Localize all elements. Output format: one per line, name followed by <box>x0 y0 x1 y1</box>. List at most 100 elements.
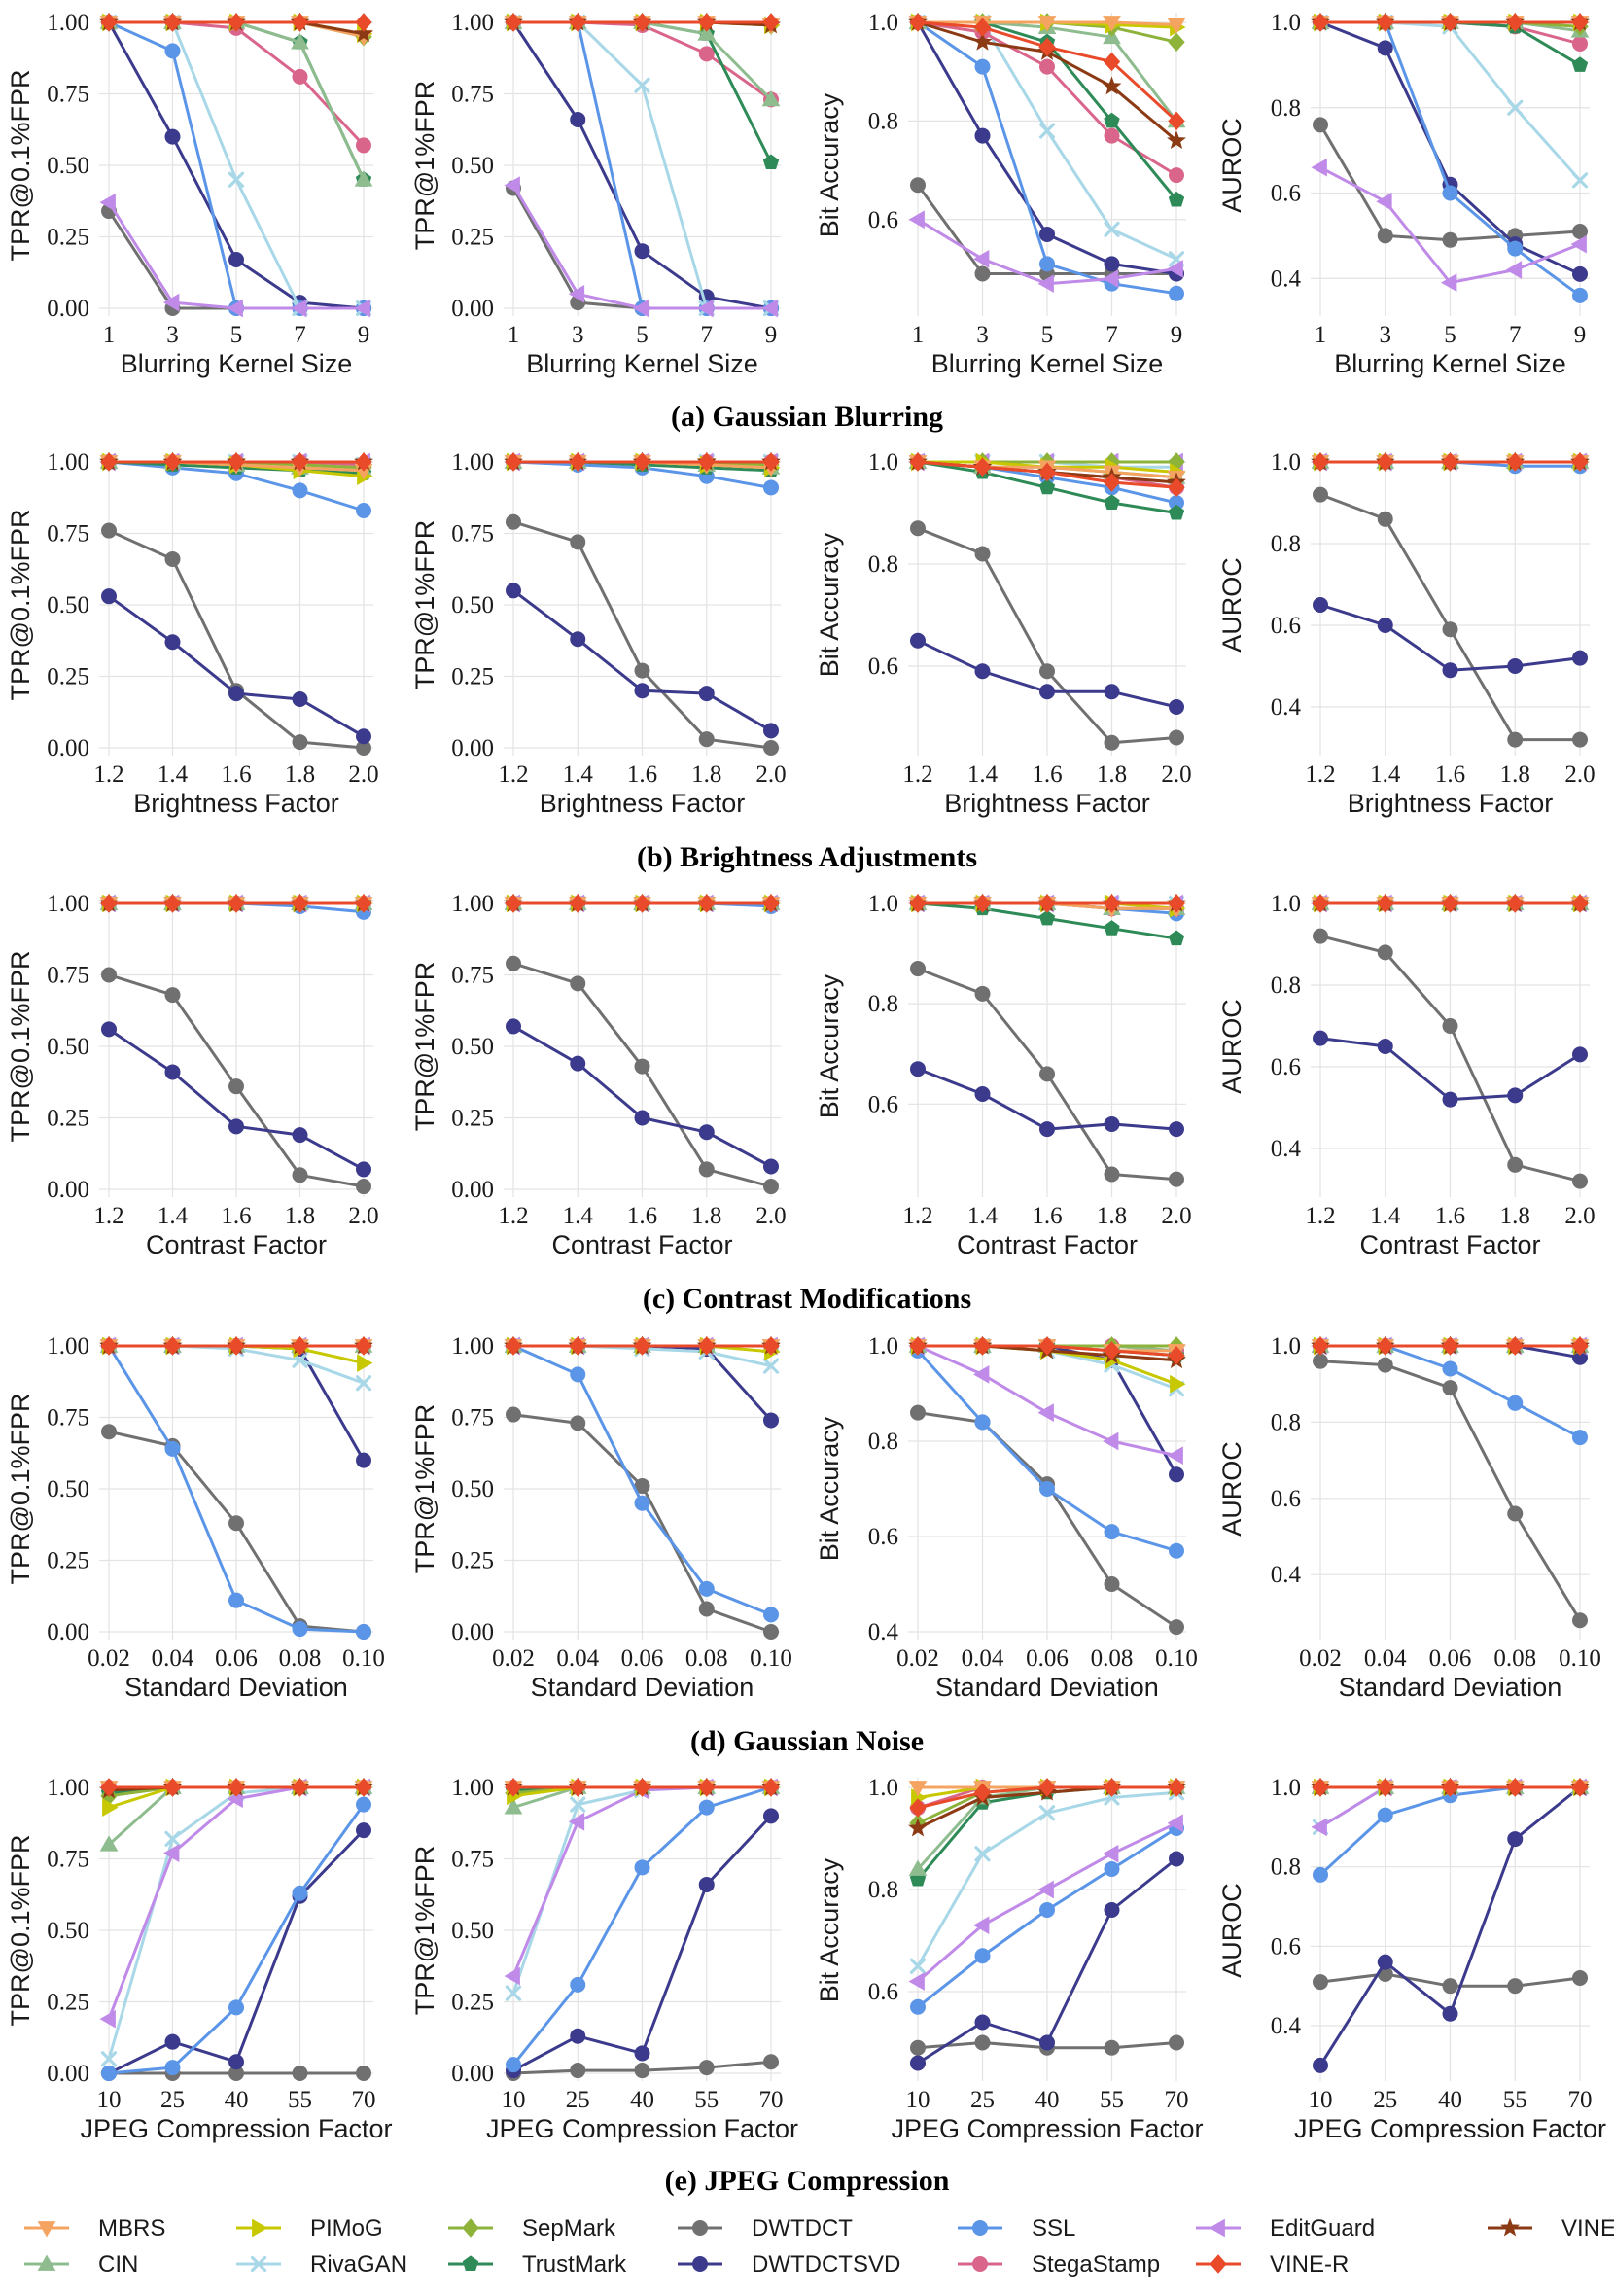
legend-label: DWTDCTSVD <box>752 2251 900 2278</box>
data-point <box>102 1798 119 1817</box>
chart-3-0: 0.00 0.25 0.50 0.75 1.00 0.02 0.04 0.06 0.08 0.10… <box>6 1333 385 1702</box>
series-ssl <box>910 1820 1184 2015</box>
x-tick-label: 1.8 <box>1500 761 1530 788</box>
data-point <box>908 1859 928 1876</box>
data-point <box>228 1778 245 1797</box>
data-point <box>100 1778 118 1797</box>
panel-caption: (a) Gaussian Blurring <box>671 401 943 433</box>
data-point <box>292 691 308 708</box>
data-point <box>506 2057 521 2073</box>
data-point <box>570 1366 586 1383</box>
data-point <box>570 1415 586 1431</box>
data-point <box>506 955 521 971</box>
chart-0-3: 0.4 0.6 0.8 1.0 1 3 5 7 9 Blurring Kernel Size AUR… <box>1217 10 1590 378</box>
legend-label: DWTDCT <box>752 2215 853 2242</box>
x-tick-label: 1.8 <box>285 761 315 788</box>
data-point <box>698 686 715 702</box>
data-point <box>101 1424 117 1440</box>
data-point <box>228 1999 244 2016</box>
y-tick-label: 0.4 <box>868 1619 899 1645</box>
data-point <box>164 128 181 145</box>
data-point <box>1441 452 1459 472</box>
data-point <box>1311 158 1327 177</box>
data-point <box>910 1998 926 2015</box>
y-tick-label: 0.50 <box>451 1476 494 1502</box>
x-tick-label: 10 <box>97 2087 122 2113</box>
data-point <box>164 1064 181 1080</box>
data-point <box>1377 228 1393 244</box>
data-point <box>1167 1814 1183 1833</box>
panel-caption: (c) Contrast Modifications <box>643 1283 971 1315</box>
x-tick-label: 1.8 <box>691 1203 721 1229</box>
data-point <box>163 452 182 472</box>
x-tick-label: 5 <box>1444 322 1456 348</box>
data-point <box>570 2028 586 2044</box>
legend-marker <box>972 2220 988 2236</box>
data-point <box>1038 1778 1056 1797</box>
data-point <box>1168 930 1185 946</box>
data-point <box>1313 1974 1328 1991</box>
data-point <box>974 265 991 282</box>
x-tick-label: 7 <box>1509 322 1522 348</box>
y-tick-label: 0.00 <box>451 1177 494 1203</box>
data-point <box>1311 1818 1327 1837</box>
x-tick-label: 70 <box>759 2087 784 2113</box>
data-point <box>1169 285 1184 301</box>
x-axis-label: Brightness Factor <box>133 789 339 818</box>
y-axis-label: TPR@0.1%FPR <box>6 1394 35 1585</box>
data-point <box>974 58 991 75</box>
data-point <box>634 662 650 679</box>
data-point <box>291 452 309 472</box>
y-axis-label: TPR@0.1%FPR <box>6 510 35 701</box>
legend-item-mbrs: MBRS <box>24 2215 165 2242</box>
data-point <box>910 520 926 537</box>
chart-2-1: 0.00 0.25 0.50 0.75 1.00 1.2 1.4 1.6 1.8 2.0 Contr… <box>410 891 787 1259</box>
data-point <box>356 1624 371 1640</box>
data-point <box>908 1972 925 1991</box>
data-point <box>504 176 520 194</box>
data-point <box>1104 127 1120 144</box>
y-tick-label: 0.25 <box>47 664 89 690</box>
data-point <box>972 1365 990 1384</box>
x-tick-label: 5 <box>1041 322 1054 348</box>
data-point <box>1037 274 1054 294</box>
data-point <box>164 1830 181 1848</box>
series-vine-r <box>100 894 372 913</box>
y-tick-label: 1.00 <box>47 449 89 476</box>
data-point <box>1505 261 1523 279</box>
x-tick-label: 10 <box>1309 2087 1333 2113</box>
data-point <box>974 1846 991 1862</box>
data-point <box>1168 191 1185 207</box>
data-point <box>1170 1374 1186 1394</box>
data-point <box>1377 944 1393 961</box>
chart-1-3: 0.4 0.6 0.8 1.0 1.2 1.4 1.6 1.8 2.0 Brightness Fa… <box>1217 449 1596 818</box>
data-point <box>100 2051 118 2067</box>
data-point <box>354 299 370 318</box>
x-tick-label: 55 <box>288 2087 312 2113</box>
y-tick-label: 0.75 <box>451 963 494 989</box>
data-point <box>356 1452 371 1468</box>
data-point <box>1377 1954 1393 1970</box>
data-point <box>1104 1115 1120 1132</box>
legend-label: VINE-B <box>1561 2215 1614 2242</box>
data-point <box>1442 1018 1458 1034</box>
series-dwtdctsvd <box>910 1061 1184 1138</box>
data-point <box>568 1812 585 1831</box>
x-axis-label: Standard Deviation <box>531 1673 754 1702</box>
x-tick-label: 9 <box>1574 322 1587 348</box>
y-tick-label: 0.6 <box>1271 613 1301 639</box>
data-point <box>1313 928 1328 944</box>
x-tick-label: 0.10 <box>342 1645 385 1672</box>
y-axis-label: TPR@0.1%FPR <box>6 951 35 1143</box>
x-tick-label: 2.0 <box>348 1203 378 1229</box>
data-point <box>1571 172 1589 189</box>
y-axis-label: Bit Accuracy <box>815 973 844 1118</box>
y-tick-label: 1.0 <box>1271 1333 1301 1360</box>
data-point <box>1442 1380 1458 1396</box>
data-point <box>909 894 927 913</box>
x-tick-label: 0.04 <box>962 1645 1004 1672</box>
data-point <box>910 177 926 194</box>
data-point <box>909 1958 927 1974</box>
data-point <box>228 894 245 913</box>
